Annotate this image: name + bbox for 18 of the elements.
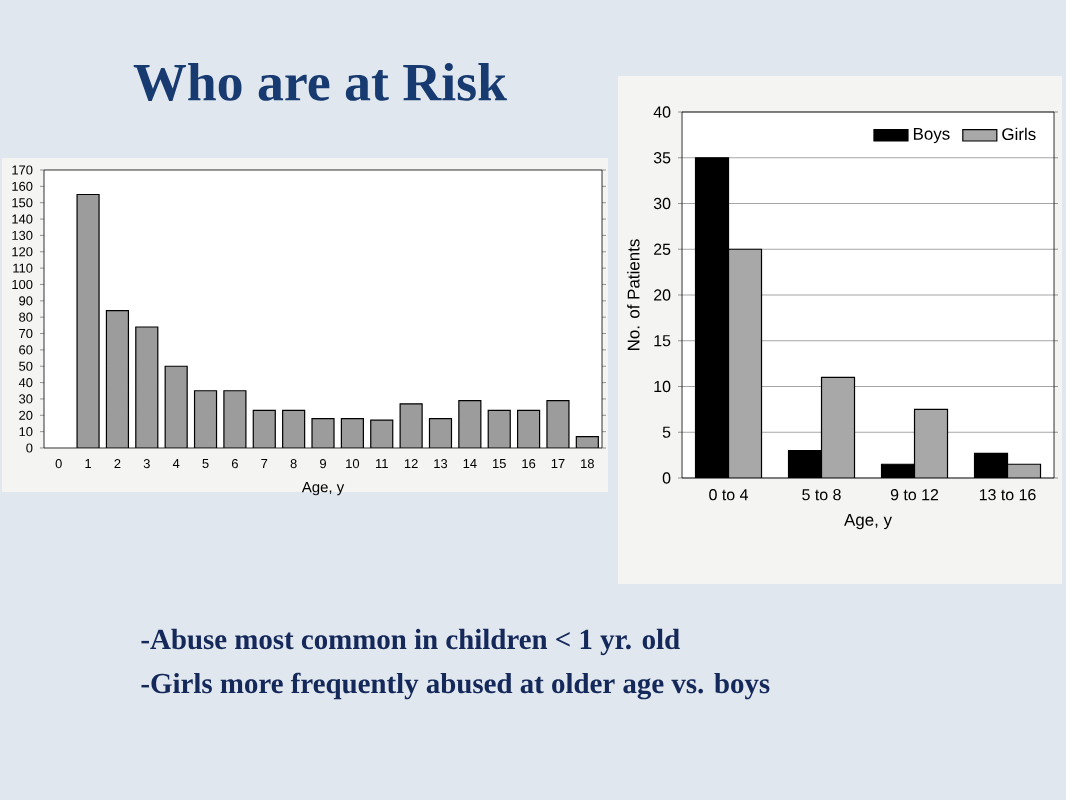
bar xyxy=(282,409,306,448)
bar xyxy=(76,193,100,448)
bar xyxy=(164,365,188,448)
legend-label: Boys xyxy=(913,127,950,144)
bar xyxy=(252,409,276,448)
y-axis-title: No. of Patients xyxy=(627,239,640,350)
bar xyxy=(428,417,453,448)
bar xyxy=(517,409,541,448)
bar xyxy=(135,326,159,448)
legend-label: Girls xyxy=(1002,127,1036,141)
text: -Abuse most common in children < 1 yr. old xyxy=(141,628,680,656)
text: -Girls more frequently abused at older age vs. boys xyxy=(141,672,770,700)
x-axis-title: Age, y xyxy=(844,514,892,530)
bar xyxy=(340,417,364,448)
bar xyxy=(488,410,511,448)
bar xyxy=(105,310,130,448)
chart-title: Who are at Risk xyxy=(133,62,507,102)
bar xyxy=(193,390,218,448)
